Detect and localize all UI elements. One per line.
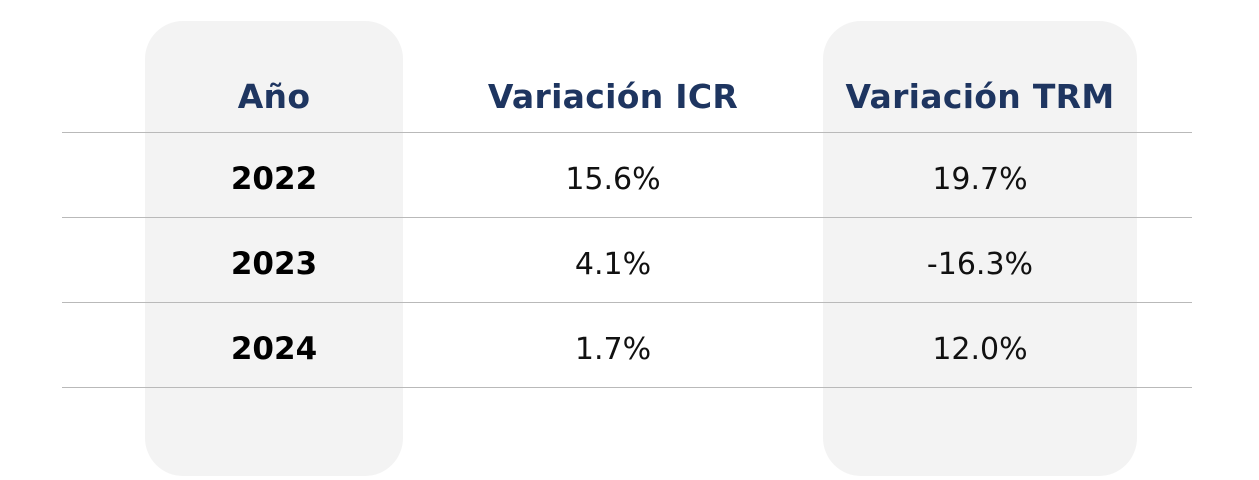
- row-divider: [62, 217, 1192, 218]
- year-column-highlight: [145, 21, 403, 476]
- header-year: Año: [237, 76, 311, 116]
- cell-year: 2022: [230, 161, 318, 197]
- cell-icr: 1.7%: [574, 331, 652, 367]
- cell-icr: 15.6%: [565, 161, 661, 197]
- cell-icr: 4.1%: [574, 246, 652, 282]
- cell-year: 2024: [230, 331, 318, 367]
- row-divider: [62, 387, 1192, 388]
- cell-trm: -16.3%: [926, 246, 1034, 282]
- header-trm-variation: Variación TRM: [845, 76, 1115, 116]
- cell-trm: 19.7%: [932, 161, 1028, 197]
- row-divider: [62, 302, 1192, 303]
- row-divider: [62, 132, 1192, 133]
- cell-trm: 12.0%: [932, 331, 1028, 367]
- header-icr-variation: Variación ICR: [487, 76, 739, 116]
- cell-year: 2023: [230, 246, 318, 282]
- trm-column-highlight: [823, 21, 1137, 476]
